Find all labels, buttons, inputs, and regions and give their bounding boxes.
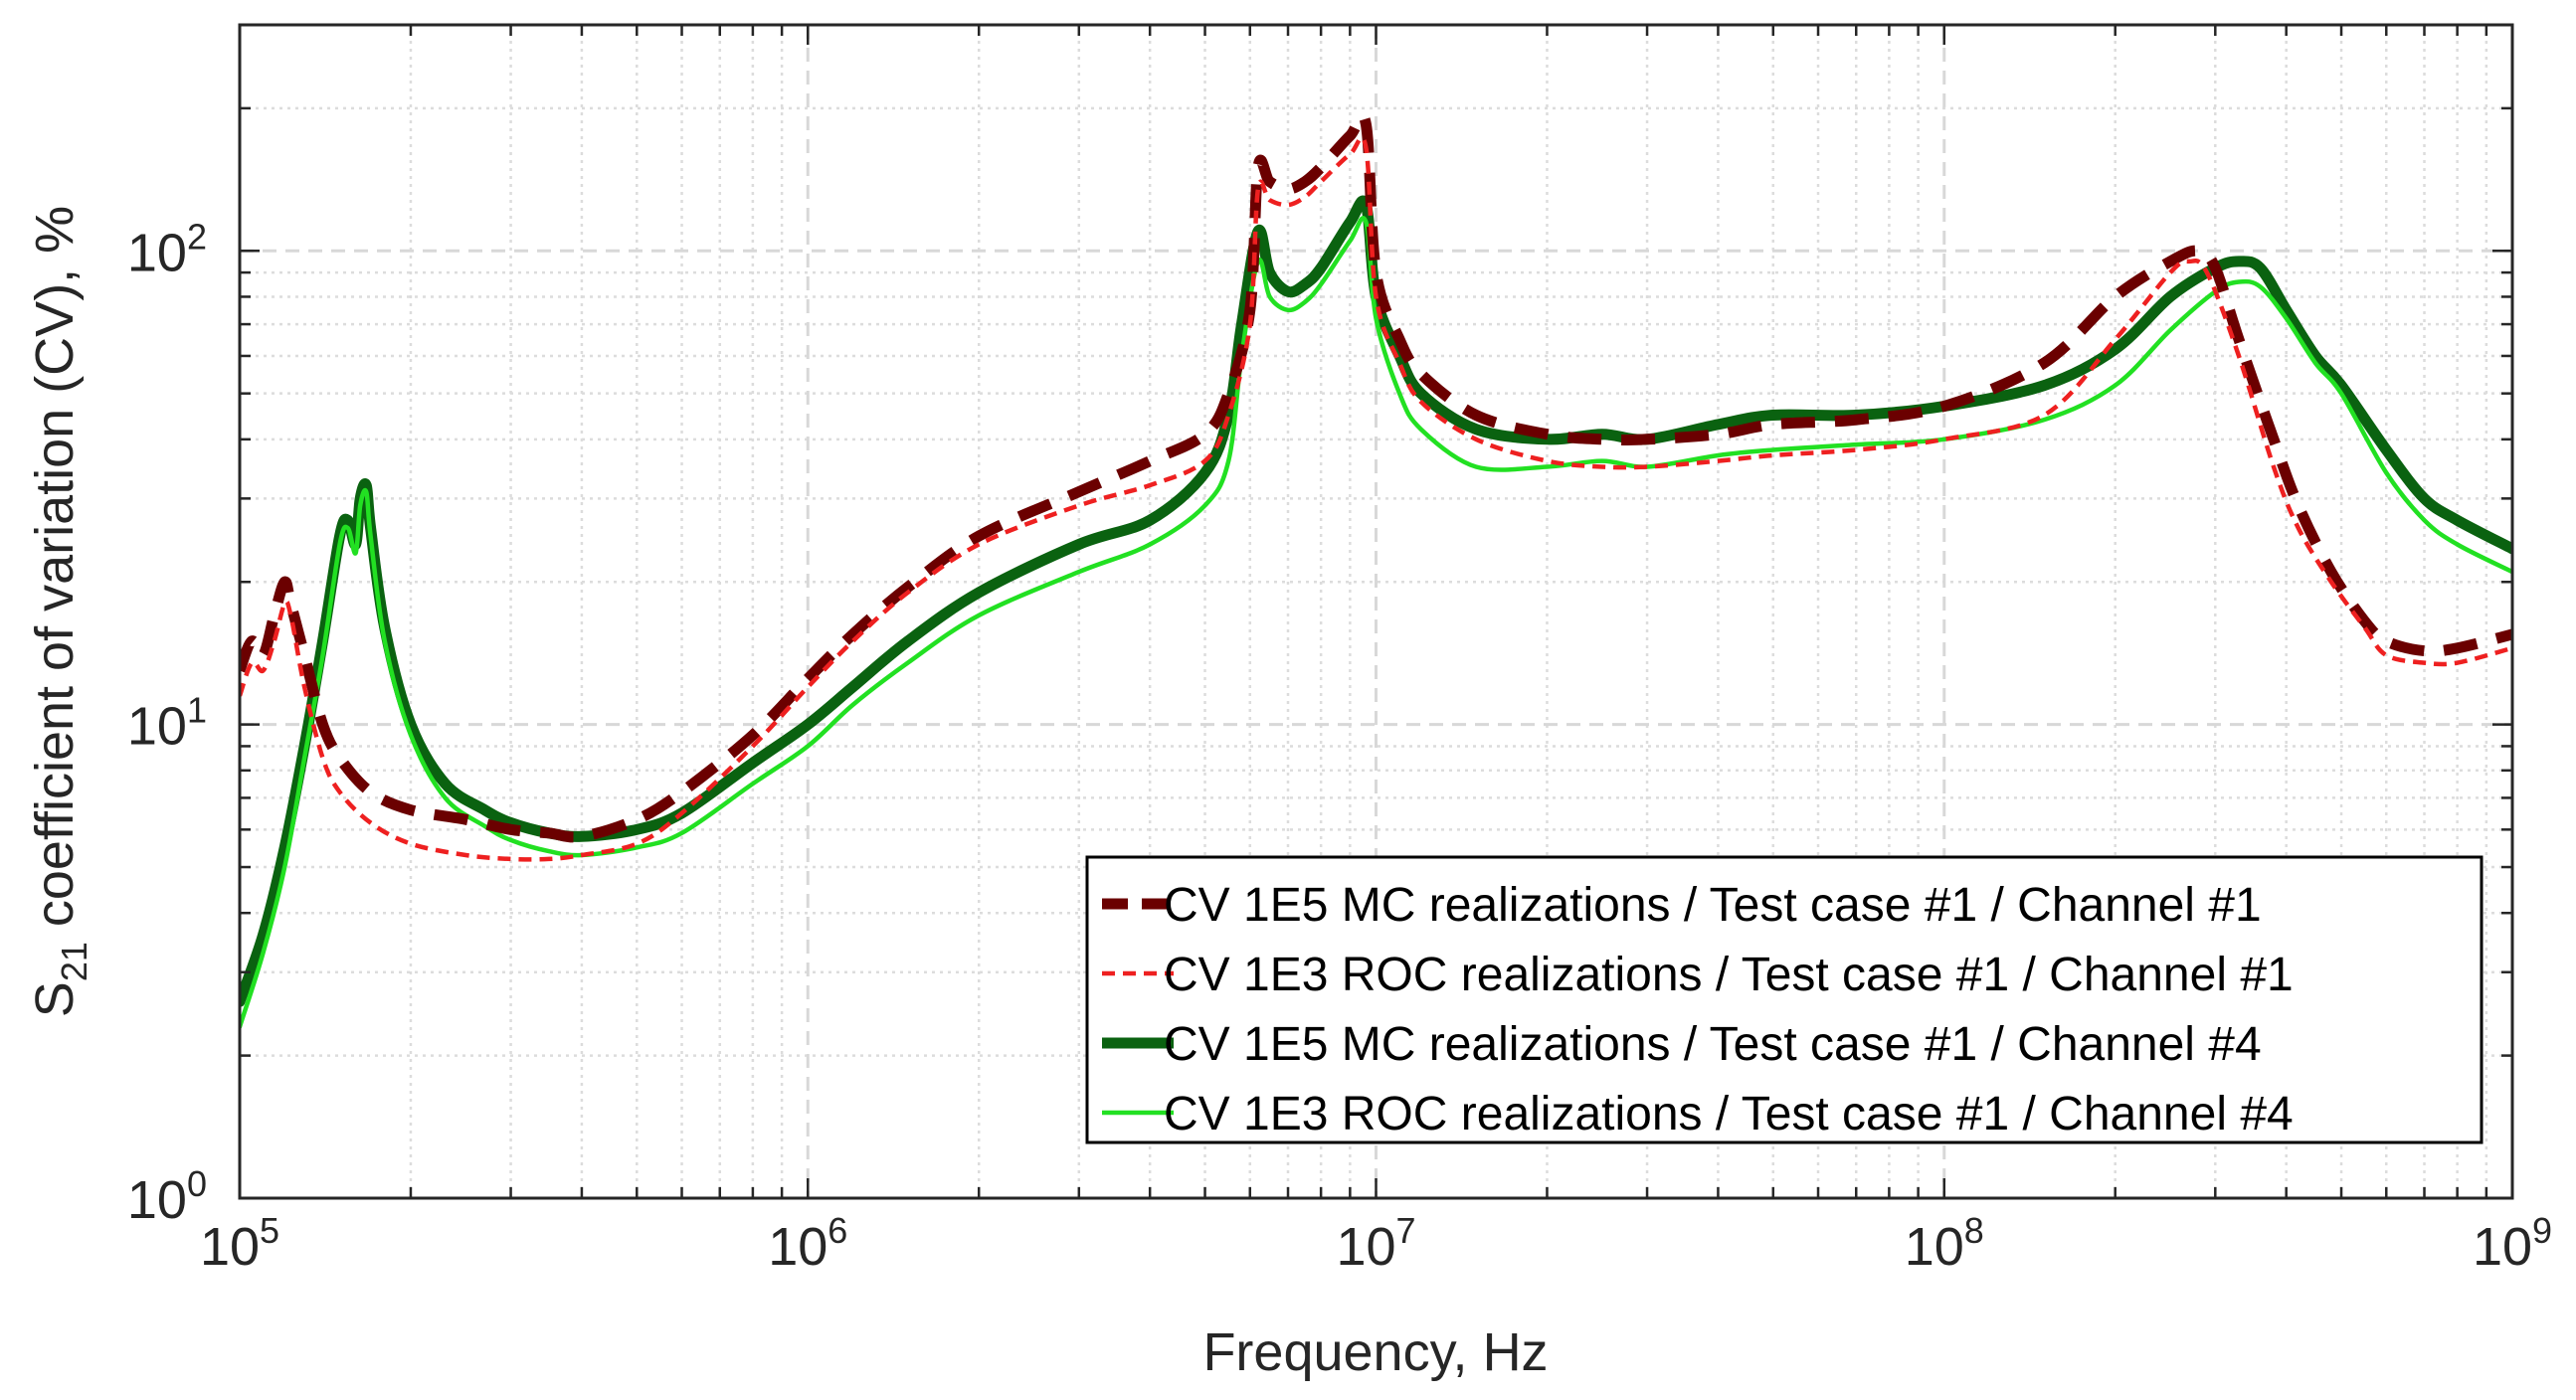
series-line-4 bbox=[240, 216, 2512, 1029]
x-tick-label: 107 bbox=[1336, 1210, 1415, 1277]
x-tick-label: 105 bbox=[200, 1210, 279, 1277]
x-tick-label: 108 bbox=[1905, 1210, 1984, 1277]
axes-box bbox=[238, 23, 2514, 1200]
x-tick-label-base: 10 bbox=[2473, 1217, 2532, 1277]
legend-label-2: CV 1E3 ROC realizations / Test case #1 /… bbox=[1164, 949, 2294, 1001]
series-line-2 bbox=[240, 135, 2512, 862]
series-layer bbox=[240, 109, 2512, 1029]
y-tick-label-base: 10 bbox=[127, 223, 187, 282]
y-tick-label-exponent: 2 bbox=[187, 216, 207, 257]
y-tick-label: 102 bbox=[127, 216, 207, 282]
x-tick-label-exponent: 9 bbox=[2532, 1210, 2552, 1251]
major-grid bbox=[240, 25, 2512, 1198]
y-axis-label-rest: coefficient of variation (CV), % bbox=[25, 206, 85, 942]
legend-label-3: CV 1E5 MC realizations / Test case #1 / … bbox=[1164, 1018, 2262, 1071]
legend-label-4: CV 1E3 ROC realizations / Test case #1 /… bbox=[1164, 1088, 2294, 1140]
legend-label-1: CV 1E5 MC realizations / Test case #1 / … bbox=[1164, 879, 2262, 932]
x-tick-label-base: 10 bbox=[1336, 1217, 1395, 1277]
legend-box bbox=[1085, 855, 2484, 1144]
y-axis-label-subscript: 21 bbox=[54, 942, 94, 981]
x-tick-label-exponent: 5 bbox=[260, 1210, 279, 1251]
x-tick-label-exponent: 8 bbox=[1964, 1210, 1984, 1251]
x-tick-label-base: 10 bbox=[768, 1217, 828, 1277]
y-tick-label-exponent: 0 bbox=[187, 1163, 207, 1204]
x-tick-label-exponent: 7 bbox=[1396, 1210, 1416, 1251]
x-axis-label: Frequency, Hz bbox=[1202, 1322, 1548, 1382]
y-axis-label-base: S bbox=[25, 981, 85, 1017]
x-tick-label-base: 10 bbox=[1905, 1217, 1964, 1277]
y-tick-label: 101 bbox=[127, 690, 207, 757]
x-tick-label: 106 bbox=[768, 1210, 847, 1277]
x-tick-label-base: 10 bbox=[200, 1217, 260, 1277]
y-tick-label: 100 bbox=[127, 1163, 207, 1230]
y-tick-label-exponent: 1 bbox=[187, 690, 207, 731]
x-tick-label: 109 bbox=[2473, 1210, 2552, 1277]
y-axis-label: S21 coefficient of variation (CV), % bbox=[25, 206, 94, 1017]
axis-ticks bbox=[238, 23, 2514, 1200]
series-line-1 bbox=[240, 109, 2512, 843]
x-tick-label-exponent: 6 bbox=[828, 1210, 847, 1251]
y-tick-label-base: 10 bbox=[127, 1170, 187, 1230]
x-tick-labels: 105 106 107 108 109 bbox=[200, 1210, 2552, 1277]
legend: CV 1E5 MC realizations / Test case #1 / … bbox=[1085, 855, 2484, 1144]
y-tick-label-base: 10 bbox=[127, 697, 187, 757]
